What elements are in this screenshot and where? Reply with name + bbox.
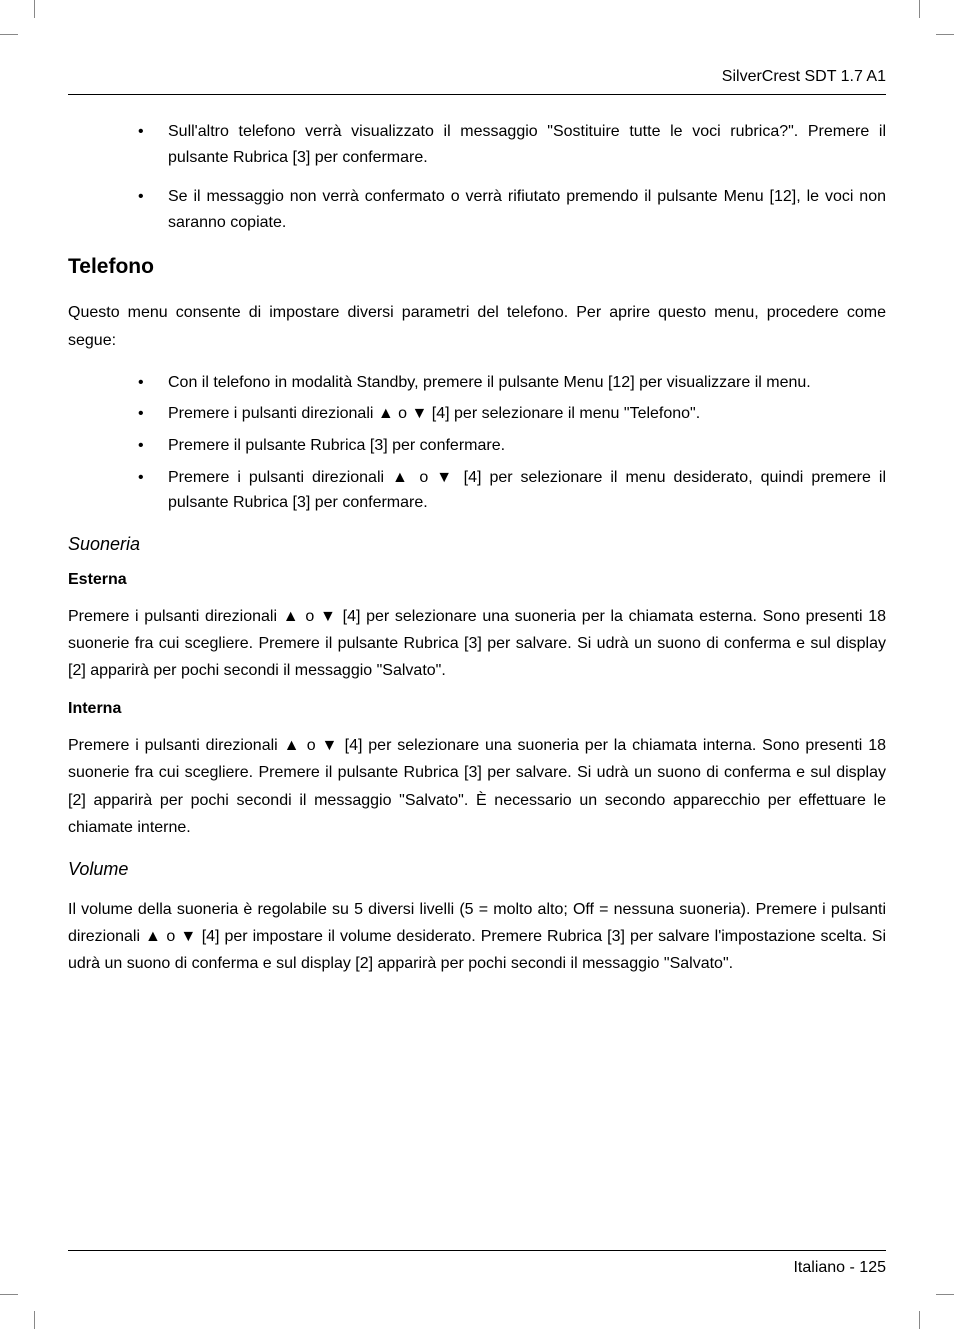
crop-mark: [936, 34, 954, 35]
list-item: Sull'altro telefono verrà visualizzato i…: [138, 119, 886, 170]
crop-mark: [936, 1294, 954, 1295]
list-item: Con il telefono in modalità Standby, pre…: [138, 370, 886, 396]
crop-mark: [34, 1311, 35, 1329]
telefono-intro-text: Questo menu consente di impostare divers…: [68, 299, 886, 353]
subsection-heading-volume: Volume: [68, 859, 886, 880]
list-item: Premere i pulsanti direzionali ▲ o ▼ [4]…: [138, 465, 886, 516]
volume-text: Il volume della suoneria è regolabile su…: [68, 896, 886, 978]
crop-mark: [0, 1294, 18, 1295]
subheading-interna: Interna: [68, 700, 886, 718]
list-item: Premere i pulsanti direzionali ▲ o ▼ [4]…: [138, 401, 886, 427]
header-divider: [68, 94, 886, 95]
crop-mark: [0, 34, 18, 35]
footer-page-number: Italiano - 125: [68, 1259, 886, 1277]
telefono-bullet-list: Con il telefono in modalità Standby, pre…: [68, 370, 886, 516]
crop-mark: [919, 1311, 920, 1329]
esterna-text: Premere i pulsanti direzionali ▲ o ▼ [4]…: [68, 603, 886, 685]
crop-mark: [34, 0, 35, 18]
subheading-esterna: Esterna: [68, 571, 886, 589]
page-header-title: SilverCrest SDT 1.7 A1: [68, 68, 886, 86]
list-item: Premere il pulsante Rubrica [3] per conf…: [138, 433, 886, 459]
interna-text: Premere i pulsanti direzionali ▲ o ▼ [4]…: [68, 732, 886, 841]
list-item: Se il messaggio non verrà confermato o v…: [138, 184, 886, 235]
subsection-heading-suoneria: Suoneria: [68, 534, 886, 555]
section-heading-telefono: Telefono: [68, 255, 886, 279]
footer-divider: [68, 1250, 886, 1251]
intro-bullet-list: Sull'altro telefono verrà visualizzato i…: [68, 119, 886, 235]
page-footer: Italiano - 125: [68, 1250, 886, 1277]
crop-mark: [919, 0, 920, 18]
